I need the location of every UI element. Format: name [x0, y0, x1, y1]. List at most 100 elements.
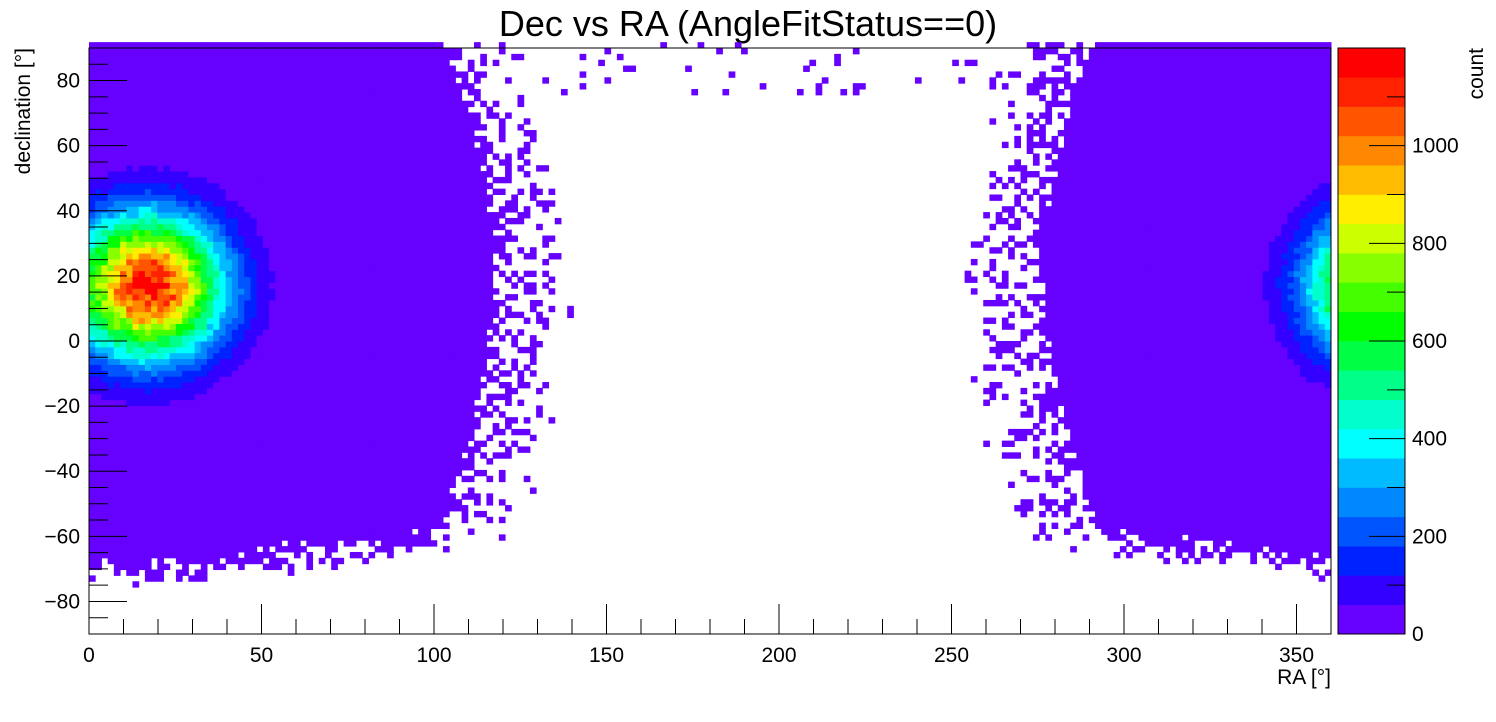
heatmap-cell	[287, 311, 295, 319]
heatmap-cell	[399, 188, 407, 195]
heatmap-cell	[144, 65, 152, 72]
heatmap-cell	[113, 551, 121, 559]
heatmap-cell	[163, 346, 171, 354]
heatmap-cell	[126, 77, 133, 84]
heatmap-cell	[424, 247, 432, 254]
heatmap-cell	[331, 200, 338, 207]
heatmap-cell	[300, 370, 307, 377]
heatmap-cell	[107, 522, 115, 530]
heatmap-cell	[256, 130, 264, 137]
heatmap-cell	[312, 83, 320, 90]
heatmap-cell	[244, 335, 251, 342]
heatmap-cell	[151, 282, 158, 289]
heatmap-cell	[206, 112, 214, 119]
heatmap-cell	[393, 141, 400, 149]
heatmap-cell	[188, 346, 196, 354]
heatmap-cell	[225, 428, 233, 436]
heatmap-cell	[120, 387, 127, 395]
heatmap-cell	[188, 118, 196, 125]
heatmap-cell	[231, 100, 239, 108]
heatmap-cell	[113, 89, 121, 96]
heatmap-cell	[151, 510, 158, 518]
heatmap-cell	[293, 270, 301, 278]
heatmap-cell	[175, 382, 183, 389]
heatmap-cell	[138, 59, 146, 67]
heatmap-cell	[175, 159, 183, 166]
heatmap-cell	[331, 346, 338, 354]
heatmap-cell	[225, 481, 233, 488]
heatmap-cell	[231, 417, 239, 424]
heatmap-cell	[337, 417, 345, 424]
heatmap-cell	[175, 65, 183, 72]
heatmap-cell	[312, 317, 320, 324]
heatmap-cell	[293, 182, 301, 190]
heatmap-cell	[95, 253, 102, 260]
heatmap-cell	[418, 341, 425, 348]
heatmap-cell	[163, 200, 171, 207]
heatmap-cell	[287, 546, 295, 553]
heatmap-cell	[132, 71, 140, 78]
heatmap-cell	[331, 311, 338, 319]
heatmap-cell	[132, 493, 140, 500]
heatmap-cell	[95, 364, 102, 371]
heatmap-cell	[436, 522, 444, 530]
heatmap-cell	[262, 335, 270, 342]
heatmap-cell	[331, 428, 338, 436]
heatmap-cell	[405, 305, 413, 313]
heatmap-cell	[287, 235, 295, 242]
heatmap-cell	[132, 141, 140, 149]
heatmap-cell	[281, 288, 289, 295]
heatmap-cell	[113, 534, 121, 541]
heatmap-cell	[306, 229, 314, 237]
heatmap-cell	[411, 387, 419, 395]
heatmap-cell	[169, 147, 177, 154]
heatmap-cell	[107, 65, 115, 72]
heatmap-cell	[312, 182, 320, 190]
heatmap-cell	[101, 534, 109, 541]
heatmap-cell	[107, 358, 115, 365]
heatmap-cell	[262, 53, 270, 61]
heatmap-cell	[182, 194, 189, 201]
heatmap-cell	[318, 464, 326, 471]
heatmap-cell	[113, 258, 121, 266]
heatmap-cell	[138, 188, 146, 195]
heatmap-cell	[312, 159, 320, 166]
heatmap-cell	[374, 235, 382, 242]
heatmap-cell	[238, 194, 245, 201]
heatmap-cell	[287, 212, 295, 219]
heatmap-cell	[89, 165, 96, 172]
heatmap-cell	[312, 481, 320, 488]
heatmap-cell	[380, 42, 388, 49]
heatmap-cell	[436, 469, 444, 477]
heatmap-cell	[132, 440, 140, 447]
heatmap-cell	[238, 311, 245, 319]
heatmap-cell	[430, 440, 438, 447]
heatmap-cell	[206, 352, 214, 360]
heatmap-cell	[231, 487, 239, 494]
heatmap-cell	[380, 393, 388, 401]
heatmap-cell	[356, 341, 363, 348]
heatmap-cell	[343, 159, 351, 166]
heatmap-cell	[175, 42, 183, 49]
heatmap-cell	[411, 48, 419, 55]
heatmap-cell	[269, 464, 276, 471]
heatmap-cell	[120, 534, 127, 541]
heatmap-cell	[89, 94, 96, 102]
heatmap-cell	[300, 94, 307, 102]
heatmap-cell	[120, 505, 127, 512]
heatmap-cell	[269, 528, 276, 535]
heatmap-cell	[113, 405, 121, 412]
heatmap-cell	[300, 176, 307, 184]
heatmap-cell	[324, 341, 332, 348]
heatmap-cell	[151, 575, 158, 582]
heatmap-cell	[368, 77, 376, 84]
heatmap-cell	[157, 446, 165, 453]
heatmap-cell	[300, 282, 307, 289]
heatmap-cell	[231, 299, 239, 307]
heatmap-cell	[411, 516, 419, 524]
heatmap-cell	[126, 200, 133, 207]
heatmap-cell	[418, 370, 425, 377]
heatmap-cell	[95, 188, 102, 195]
heatmap-cell	[238, 487, 245, 494]
heatmap-cell	[244, 282, 251, 289]
